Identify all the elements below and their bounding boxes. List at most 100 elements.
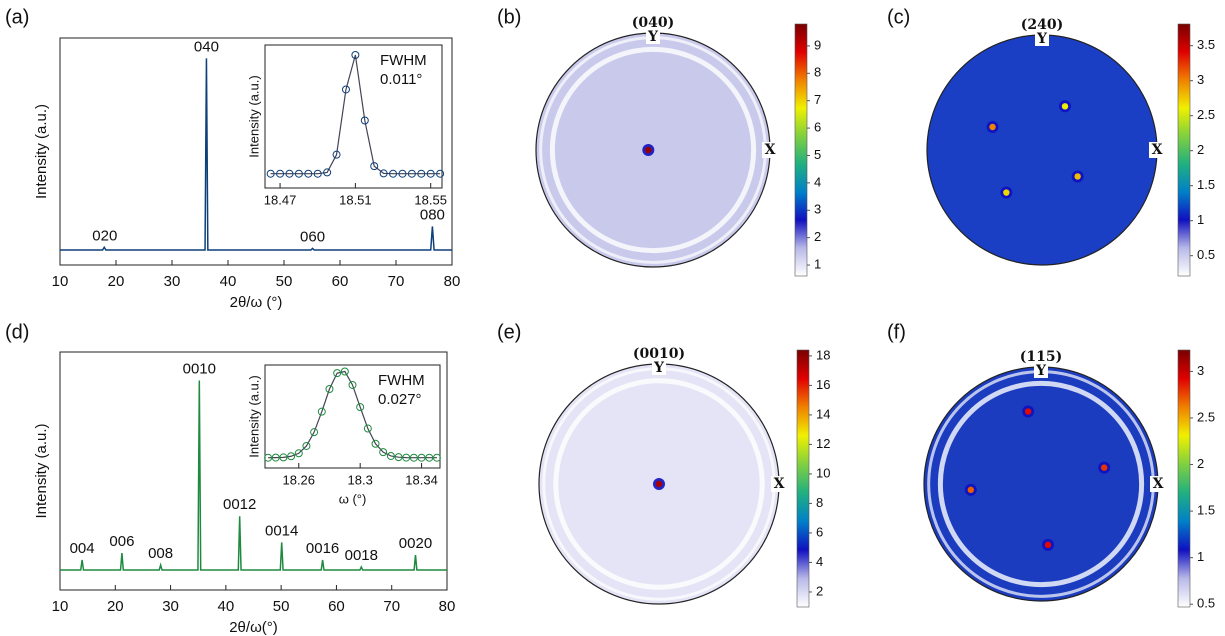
inset-frame bbox=[264, 44, 443, 189]
colorbar-tick-label: 6 bbox=[814, 120, 821, 135]
colorbar-tick-label: 2.5 bbox=[1197, 107, 1215, 122]
y-axis-label: Y bbox=[653, 360, 665, 376]
data-point bbox=[276, 169, 285, 178]
x-tick-label: 40 bbox=[218, 598, 235, 615]
data-point bbox=[379, 448, 388, 457]
x-tick-label: 18.34 bbox=[405, 472, 438, 487]
x-tick-label: 10 bbox=[52, 273, 69, 290]
x-tick-label: 80 bbox=[444, 273, 461, 290]
colorbar-tick-label: 7 bbox=[814, 92, 821, 107]
pole-ring bbox=[937, 380, 1145, 588]
x-axis-label: ω (°) bbox=[339, 491, 367, 506]
data-point bbox=[363, 424, 372, 433]
peak-label: 040 bbox=[194, 38, 219, 55]
data-point bbox=[294, 449, 303, 458]
axis-label-bg bbox=[762, 142, 778, 158]
data-point bbox=[402, 453, 411, 462]
inset-note: 0.011° bbox=[380, 71, 422, 88]
x-tick-label: 20 bbox=[107, 598, 124, 615]
pole-spot bbox=[1003, 189, 1010, 196]
inset-note: FWHM bbox=[378, 372, 425, 389]
data-point bbox=[294, 169, 303, 178]
x-tick-label: 30 bbox=[162, 598, 179, 615]
pole-spot bbox=[1044, 541, 1052, 549]
peak-label: 080 bbox=[420, 206, 445, 223]
colorbar-tick-label: 6 bbox=[816, 524, 823, 539]
data-point bbox=[333, 369, 342, 378]
inset-note: 0.027° bbox=[378, 391, 422, 408]
colorbar-tick-label: 8 bbox=[814, 65, 821, 80]
data-point bbox=[317, 407, 326, 416]
data-point bbox=[398, 169, 407, 178]
fit-line bbox=[268, 370, 437, 459]
pole-title: (040) bbox=[632, 15, 674, 31]
pole-spot bbox=[1074, 173, 1081, 180]
peak-label: 020 bbox=[92, 227, 117, 244]
axis-label-bg bbox=[1150, 476, 1166, 492]
data-point bbox=[285, 169, 294, 178]
data-point bbox=[389, 169, 398, 178]
x-tick-label: 10 bbox=[52, 598, 69, 615]
pole-spot bbox=[1024, 408, 1032, 415]
peak-label: 0020 bbox=[399, 535, 432, 552]
data-point bbox=[360, 116, 369, 125]
colorbar-tick-label: 3.5 bbox=[1197, 37, 1215, 52]
panel-label: (f) bbox=[887, 321, 906, 343]
data-point bbox=[304, 169, 313, 178]
colorbar-tick-label: 1 bbox=[1197, 549, 1204, 564]
colorbar-tick-label: 8 bbox=[816, 495, 823, 510]
colorbar-tick-label: 1.5 bbox=[1197, 503, 1215, 518]
y-axis-label: Intensity (a.u.) bbox=[33, 104, 50, 199]
data-point bbox=[348, 380, 357, 389]
axis-label-bg bbox=[1149, 142, 1165, 158]
x-tick-label: 70 bbox=[388, 273, 405, 290]
colorbar bbox=[794, 23, 808, 277]
data-point bbox=[351, 51, 360, 60]
panel-label: (d) bbox=[5, 321, 29, 343]
x-tick-label: 20 bbox=[108, 273, 125, 290]
x-tick-label: 18.55 bbox=[414, 192, 447, 207]
data-point bbox=[279, 453, 288, 462]
x-tick-label: 18.26 bbox=[282, 472, 315, 487]
colorbar-tick-label: 0.5 bbox=[1197, 247, 1215, 262]
pole-spot bbox=[1100, 464, 1108, 471]
colorbar-tick-label: 4 bbox=[814, 174, 821, 189]
data-point bbox=[436, 169, 445, 178]
data-point bbox=[323, 168, 332, 177]
data-point bbox=[264, 453, 273, 462]
pattern-line bbox=[60, 380, 447, 571]
pole-spot bbox=[645, 146, 652, 154]
pole-disc bbox=[926, 34, 1158, 266]
x-tick-label: 40 bbox=[220, 273, 237, 290]
data-point bbox=[271, 453, 280, 462]
peak-label: 0018 bbox=[345, 547, 378, 564]
data-point bbox=[325, 384, 334, 393]
x-tick-label: 70 bbox=[383, 598, 400, 615]
colorbar-tick-label: 2.5 bbox=[1197, 409, 1215, 424]
data-point bbox=[302, 441, 311, 450]
colorbar-tick-label: 0.5 bbox=[1197, 596, 1215, 611]
colorbar-tick-label: 1.5 bbox=[1197, 177, 1215, 192]
colorbar-tick-label: 18 bbox=[816, 347, 830, 362]
pole-spot bbox=[1061, 103, 1069, 110]
colorbar bbox=[796, 349, 810, 608]
panel-label: (c) bbox=[887, 6, 910, 28]
colorbar-tick-label: 5 bbox=[814, 147, 821, 162]
x-tick-label: 80 bbox=[439, 598, 456, 615]
data-point bbox=[407, 169, 416, 178]
y-axis-label: Intensity (a.u.) bbox=[246, 75, 261, 157]
x-axis-label: X bbox=[765, 142, 776, 158]
axis-label-bg bbox=[771, 476, 787, 492]
y-axis-label: Intensity (a.u.) bbox=[246, 375, 261, 457]
inset-note: FWHM bbox=[380, 52, 427, 69]
x-tick-label: 60 bbox=[332, 273, 349, 290]
x-tick-label: 18.51 bbox=[339, 192, 372, 207]
pole-spot bbox=[655, 480, 663, 488]
colorbar-tick-label: 3 bbox=[1197, 363, 1204, 378]
x-tick-label: 50 bbox=[273, 598, 290, 615]
data-point bbox=[341, 85, 350, 94]
colorbar-tick-label: 2 bbox=[1197, 142, 1204, 157]
colorbar-tick-label: 1 bbox=[814, 256, 821, 271]
x-tick-label: 18.47 bbox=[264, 192, 297, 207]
